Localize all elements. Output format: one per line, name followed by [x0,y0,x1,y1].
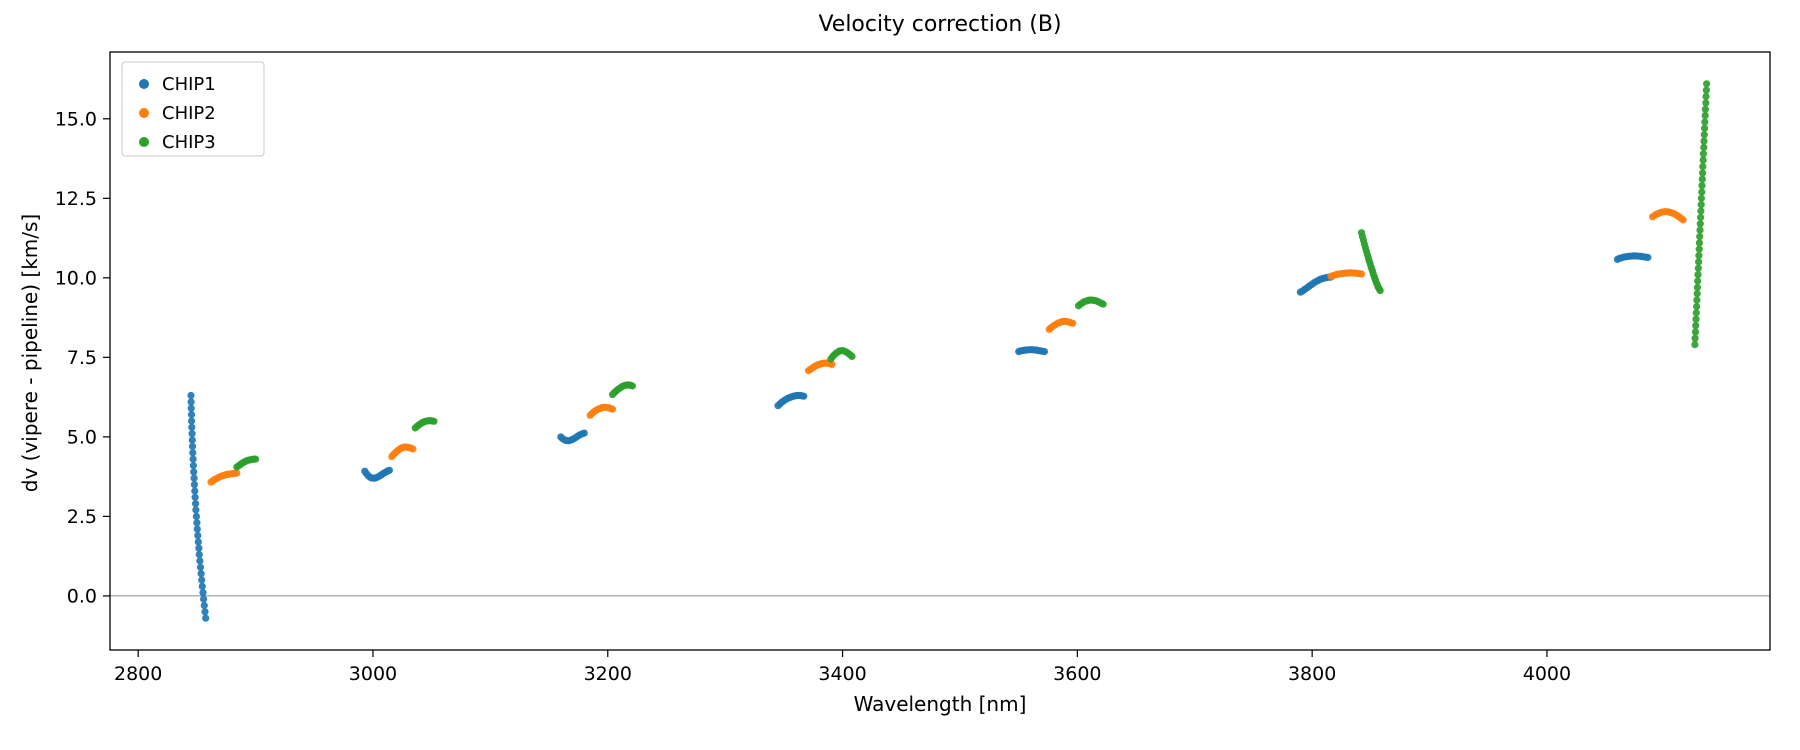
x-tick-label: 3600 [1053,663,1101,685]
y-tick-label: 0.0 [67,585,97,607]
y-tick-label: 10.0 [55,267,97,289]
y-tick-label: 5.0 [67,426,97,448]
chart-title: Velocity correction (B) [818,12,1062,37]
legend: CHIP1 CHIP2 CHIP3 [121,61,265,157]
y-axis: 0.0 2.5 5.0 7.5 10.0 12.5 15.0 [55,108,110,607]
series-CHIP1 [187,252,1652,622]
series-CHIP2 [207,208,1687,486]
axes-frame [109,51,1771,651]
legend-marker-CHIP3 [139,137,149,147]
y-tick-label: 2.5 [67,506,97,528]
legend-marker-CHIP1 [139,79,149,89]
y-tick-label: 15.0 [55,108,97,130]
legend-label-CHIP1: CHIP1 [162,74,216,95]
y-tick-label: 12.5 [55,188,97,210]
legend-label-CHIP3: CHIP3 [162,132,216,153]
x-axis: 2800 3000 3200 3400 3600 3800 4000 [114,650,1571,685]
x-tick-label: 4000 [1523,663,1571,685]
x-axis-label: Wavelength [nm] [853,692,1027,716]
x-tick-label: 3400 [818,663,866,685]
legend-label-CHIP2: CHIP2 [162,103,216,124]
y-tick-label: 7.5 [67,347,97,369]
legend-box [121,61,265,157]
x-tick-label: 3800 [1288,663,1336,685]
legend-marker-CHIP2 [139,108,149,118]
x-tick-label: 2800 [114,663,162,685]
x-tick-label: 3000 [349,663,397,685]
x-tick-label: 3200 [584,663,632,685]
series-CHIP3 [233,80,1711,471]
